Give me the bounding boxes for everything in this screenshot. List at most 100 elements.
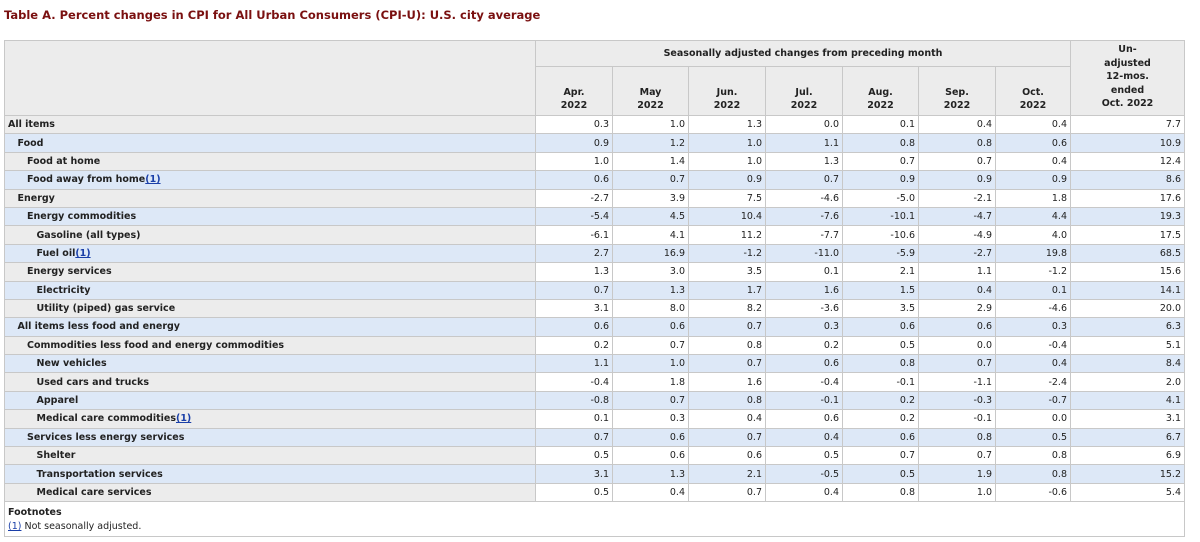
value-cell: 68.5 [1070,243,1185,264]
value-cell: 2.9 [918,298,996,319]
value-cell: 0.7 [765,170,843,190]
row-label-cell: Services less energy services [4,427,536,448]
row-label: Food [17,137,44,149]
table-row: Food 0.9 1.2 1.0 1.1 0.8 0.8 0.6 10.9 [4,133,1185,153]
row-label: Medical care services [36,487,152,498]
row-label-cell: Energy [4,188,536,208]
value-cell: 1.0 [918,482,996,503]
table-row: Medical care services 0.5 0.4 0.7 0.4 0.8 1.0-… [4,482,1185,503]
value-cell: -2.1 [918,188,996,208]
value-cell: 0.7 [918,354,996,374]
value-cell: 4.5 [612,206,689,227]
value-cell: 0.8 [918,427,996,448]
value-cell: 2.7 [535,243,613,264]
value-cell: 0.7 [918,151,996,172]
value-cell: -4.9 [918,225,996,245]
value-cell: 0.4 [612,482,689,503]
row-label: All items [8,119,55,131]
value-cell: 10.4 [688,206,766,227]
value-cell: 8.0 [612,298,689,319]
value-cell: 0.6 [535,170,613,190]
value-cell: 7.5 [688,188,766,208]
column-month: Apr. [563,87,585,98]
value-cell: 0.5 [842,335,919,356]
row-label: Electricity [36,284,91,296]
value-cell: 4.4 [995,206,1071,227]
column-header: Sep. 2022 [918,66,996,116]
row-label: Energy commodities [27,211,137,223]
value-cell: 0.6 [535,317,613,337]
value-cell: -0.1 [918,409,996,429]
value-cell: 1.8 [995,188,1071,208]
value-cell: 1.9 [918,464,996,484]
footnote-row: Footnotes (1) Not seasonally adjusted. [4,501,1185,538]
value-cell: 0.6 [842,317,919,337]
value-cell: -0.1 [842,372,919,392]
value-cell: -2.7 [535,188,613,208]
row-label-cell: All items [4,114,536,135]
column-month: Oct. [1022,87,1044,98]
table-row: Shelter 0.5 0.6 0.6 0.5 0.7 0.7 0.8 6.9 [4,446,1185,466]
row-label: Gasoline (all types) [36,229,141,241]
value-cell: 1.3 [688,114,766,135]
value-cell: 1.1 [535,354,613,374]
row-label: Transportation services [36,468,163,480]
value-cell: 0.8 [688,335,766,356]
column-header: May 2022 [612,66,689,116]
table-body: All items 0.3 1.0 1.3 0.0 0.1 0.4 0.4 7.7 Food 0.9… [4,114,1185,538]
column-year: 2022 [1019,100,1047,111]
footnote: (1) Not seasonally adjusted. [8,521,1181,532]
table-row: Gasoline (all types) -6.1 4.1 11.2 -7.7 -10.6… [4,225,1185,245]
row-label: Medical care commodities [36,413,176,425]
value-cell: -0.8 [535,390,613,411]
table-row: All items less food and energy 0.6 0.6 0.7 0… [4,317,1185,337]
footnote-ref[interactable]: (1) [8,521,22,533]
footnote-link[interactable]: (1) [175,413,192,425]
last-header-line: adjusted [1104,57,1151,69]
table-row: All items 0.3 1.0 1.3 0.0 0.1 0.4 0.4 7.7 [4,114,1185,135]
value-cell: -2.7 [918,243,996,264]
row-label-cell: Used cars and trucks [4,372,536,392]
row-label-cell: Medical care services [4,482,536,503]
value-cell: -5.0 [842,188,919,208]
value-cell: 0.7 [612,335,689,356]
value-cell: 0.4 [765,482,843,503]
value-cell: 3.0 [612,262,689,282]
value-cell: -7.7 [765,225,843,245]
value-cell: 0.9 [918,170,996,190]
row-label-cell: Gasoline (all types) [4,225,536,245]
value-cell: 0.4 [995,114,1071,135]
value-cell: 3.5 [842,298,919,319]
value-cell: 0.3 [535,114,613,135]
value-cell: 0.7 [688,482,766,503]
value-cell: -11.0 [765,243,843,264]
footnote-link[interactable]: (1) [75,247,91,259]
column-month: May [639,87,662,98]
row-label: Used cars and trucks [36,376,149,388]
value-cell: 1.3 [765,151,843,172]
row-label: Food at home [27,155,101,167]
last-header-line: 12-mos. [1106,71,1149,82]
value-cell: 0.6 [765,409,843,429]
row-label-cell: New vehicles [4,354,536,374]
table-row: Apparel -0.8 0.7 0.8 -0.1 0.2 -0.3 -0.7 4.1 [4,390,1185,411]
value-cell: 0.5 [765,446,843,466]
row-label: Shelter [36,450,76,462]
footnote-heading: Footnotes [8,507,62,519]
value-cell: 0.0 [995,409,1071,429]
table-row: Transportation services 3.1 1.3 2.1 -0.5 0.5 1… [4,464,1185,484]
value-cell: 1.3 [535,262,613,282]
value-cell: 0.8 [688,390,766,411]
value-cell: 0.6 [918,317,996,337]
value-cell: 0.5 [842,464,919,484]
value-cell: 0.0 [765,114,843,135]
value-cell: -1.2 [688,243,766,264]
row-label-cell: Energy commodities [4,206,536,227]
value-cell: 0.4 [765,427,843,448]
value-cell: 11.2 [688,225,766,245]
value-cell: 1.0 [688,151,766,172]
value-cell: 0.8 [918,133,996,153]
footnote-link[interactable]: (1) [145,174,161,186]
group-header: Seasonally adjusted changes from precedi… [535,40,1071,67]
value-cell: 0.7 [535,427,613,448]
